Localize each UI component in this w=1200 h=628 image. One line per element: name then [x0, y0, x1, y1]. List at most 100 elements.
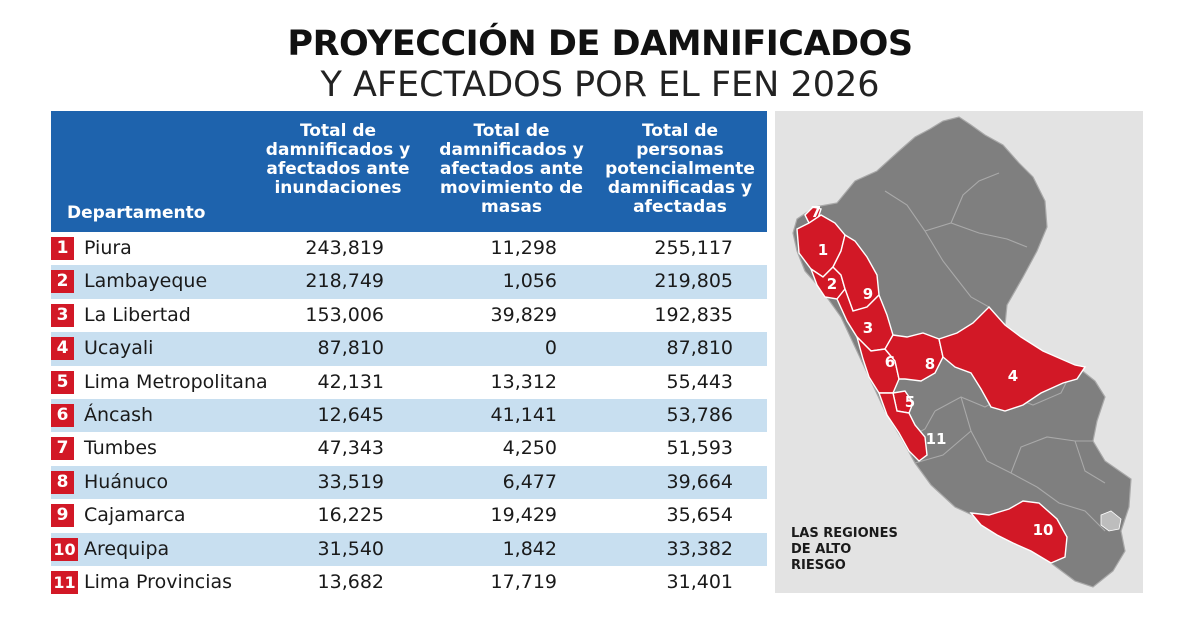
cell-departamento: Áncash	[84, 403, 154, 426]
map-label-11: 11	[926, 430, 947, 448]
cell-departamento: Piura	[84, 237, 132, 259]
cell-inundaciones: 243,819	[305, 237, 384, 259]
map-label-10: 10	[1033, 521, 1054, 539]
map-region-la-libertad	[836, 287, 894, 352]
table-row: 8 Huánuco 33,519 6,477 39,664	[51, 465, 767, 500]
chart-title: PROYECCIÓN DE DAMNIFICADOS Y AFECTADOS P…	[0, 24, 1200, 105]
cell-movimiento: 17,719	[490, 570, 557, 593]
lake-titicaca-shape	[1100, 510, 1122, 532]
map-label-5: 5	[905, 393, 915, 411]
cell-movimiento: 0	[544, 337, 557, 360]
map-label-1: 1	[818, 241, 828, 259]
map-label-4: 4	[1008, 367, 1018, 385]
table-header: Departamento Total de damnificados y afe…	[51, 111, 767, 232]
cell-movimiento: 41,141	[490, 403, 557, 426]
table-row: 4 Ucayali 87,810 0 87,810	[51, 332, 767, 366]
rank-badge: 7	[51, 437, 74, 461]
rank-badge: 6	[51, 403, 74, 427]
cell-total: 35,654	[666, 504, 733, 527]
table-row: 10 Arequipa 31,540 1,842 33,382	[51, 532, 767, 566]
map-label-line-1: LAS REGIONES	[791, 526, 898, 541]
rank-badge: 5	[51, 370, 74, 394]
map-region-numbers: 7 1 2 9 3 6 8 4 5 11 10	[811, 203, 1054, 539]
rank-badge: 2	[51, 270, 74, 294]
cell-departamento: Lambayeque	[84, 270, 208, 293]
cell-total: 33,382	[666, 537, 733, 560]
table-row: 6 Áncash 12,645 41,141 53,786	[51, 398, 767, 433]
map-region-cajamarca	[832, 233, 880, 312]
cell-inundaciones: 13,682	[317, 570, 384, 593]
map-label-8: 8	[925, 355, 935, 373]
cell-movimiento: 11,298	[490, 237, 557, 259]
cell-departamento: Ucayali	[84, 337, 154, 360]
table-row: 2 Lambayeque 218,749 1,056 219,805	[51, 265, 767, 299]
map-region-arequipa	[969, 500, 1068, 564]
cell-inundaciones: 31,540	[317, 537, 384, 560]
table-row: 9 Cajamarca 16,225 19,429 35,654	[51, 499, 767, 532]
table-row: 5 Lima Metropolitana 42,131 13,312 55,443	[51, 366, 767, 399]
map-highlighted-regions	[796, 206, 1087, 564]
cell-total: 31,401	[666, 570, 733, 593]
cell-total: 255,117	[654, 237, 733, 259]
cell-departamento: La Libertad	[84, 303, 191, 326]
cell-total: 87,810	[666, 337, 733, 360]
cell-movimiento: 1,842	[502, 537, 557, 560]
map-label-2: 2	[827, 275, 837, 293]
map-label-line-2: DE ALTO	[791, 542, 852, 557]
cell-movimiento: 4,250	[502, 437, 557, 460]
table-body: 1 Piura 243,819 11,298 255,117 2 Lambayeque 218…	[51, 232, 767, 599]
map-label-6: 6	[885, 353, 895, 371]
cell-departamento: Tumbes	[84, 437, 157, 460]
map-legend-label: LAS REGIONES DE ALTO RIESGO	[791, 526, 898, 574]
title-line-2: Y AFECTADOS POR EL FEN 2026	[320, 65, 880, 105]
peru-map: 7 1 2 9 3 6 8 4 5 11 10	[792, 116, 1132, 588]
rank-badge: 11	[51, 570, 78, 594]
data-table: Departamento Total de damnificados y afe…	[51, 111, 767, 599]
cell-inundaciones: 47,343	[317, 437, 384, 460]
table-row: 3 La Libertad 153,006 39,829 192,835	[51, 299, 767, 332]
cell-movimiento: 1,056	[502, 270, 557, 293]
rank-badge: 1	[51, 237, 74, 260]
cell-inundaciones: 218,749	[305, 270, 384, 293]
table-row: 1 Piura 243,819 11,298 255,117	[51, 232, 767, 265]
cell-inundaciones: 87,810	[317, 337, 384, 360]
cell-inundaciones: 12,645	[317, 403, 384, 426]
cell-departamento: Arequipa	[84, 537, 170, 560]
cell-movimiento: 13,312	[490, 370, 557, 393]
map-region-ancash	[855, 334, 900, 394]
cell-total: 219,805	[654, 270, 733, 293]
cell-total: 55,443	[666, 370, 733, 393]
cell-movimiento: 6,477	[502, 470, 557, 493]
header-departamento: Departamento	[67, 203, 206, 223]
title-line-1: PROYECCIÓN DE DAMNIFICADOS	[287, 24, 913, 64]
table-row: 7 Tumbes 47,343 4,250 51,593	[51, 432, 767, 465]
map-region-ucayali	[938, 305, 1087, 412]
cell-departamento: Huánuco	[84, 470, 169, 493]
cell-movimiento: 39,829	[490, 303, 557, 326]
cell-total: 39,664	[666, 470, 733, 493]
table-row: 11 Lima Provincias 13,682 17,719 31,401	[51, 566, 767, 599]
cell-total: 53,786	[666, 403, 733, 426]
map-label-line-3: RIESGO	[791, 558, 846, 573]
map-label-7: 7	[811, 203, 821, 221]
map-panel: 7 1 2 9 3 6 8 4 5 11 10 LAS REGIONES DE …	[775, 111, 1143, 593]
rank-badge: 10	[51, 537, 78, 561]
cell-total: 192,835	[654, 303, 733, 326]
map-region-huanuco	[884, 332, 944, 382]
rank-badge: 4	[51, 337, 74, 361]
cell-inundaciones: 16,225	[317, 504, 384, 527]
header-inundaciones: Total de damnificados y afectados ante i…	[265, 121, 411, 198]
map-region-lima-provincias	[878, 392, 928, 462]
cell-inundaciones: 42,131	[317, 370, 384, 393]
cell-inundaciones: 33,519	[317, 470, 384, 493]
rank-badge: 8	[51, 470, 74, 494]
cell-inundaciones: 153,006	[305, 303, 384, 326]
cell-movimiento: 19,429	[490, 504, 557, 527]
cell-departamento: Cajamarca	[84, 504, 186, 527]
cell-total: 51,593	[666, 437, 733, 460]
cell-departamento: Lima Provincias	[84, 570, 233, 593]
header-movimiento: Total de damnificados y afectados ante m…	[439, 121, 584, 217]
map-label-3: 3	[863, 319, 873, 337]
rank-badge: 3	[51, 303, 74, 327]
rank-badge: 9	[51, 504, 74, 528]
